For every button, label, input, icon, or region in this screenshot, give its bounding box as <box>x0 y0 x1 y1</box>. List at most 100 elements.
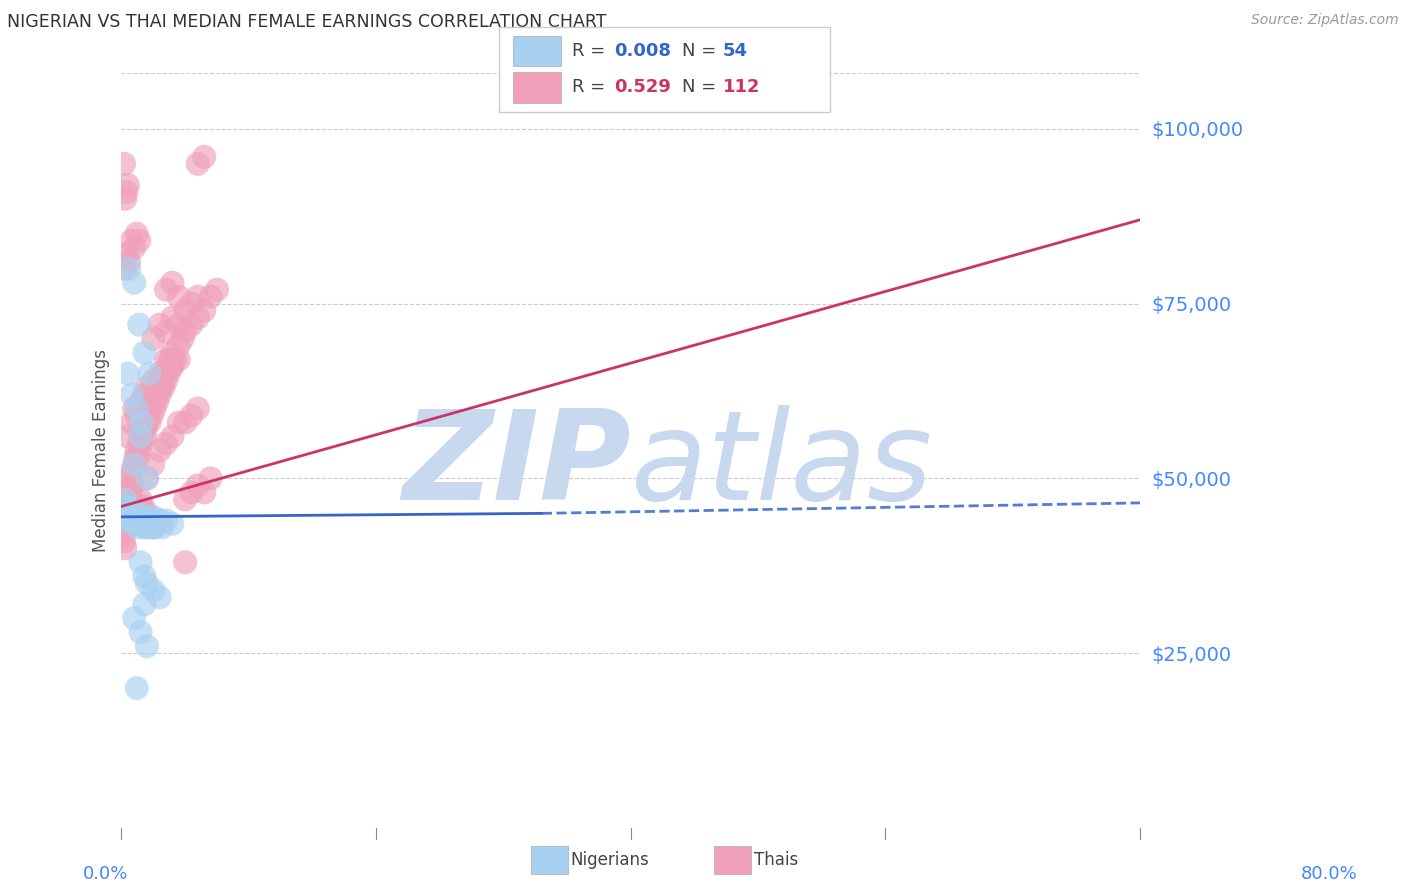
Point <box>149 387 172 401</box>
Text: R =: R = <box>572 78 612 96</box>
Point <box>134 520 156 534</box>
Point <box>134 429 156 443</box>
Point <box>115 248 138 262</box>
Point <box>120 507 142 521</box>
Point <box>121 503 143 517</box>
Point <box>155 513 177 527</box>
Point <box>132 500 155 514</box>
Point <box>117 367 139 381</box>
Point <box>112 261 135 276</box>
Point <box>122 516 145 531</box>
Point <box>145 387 167 401</box>
Point <box>136 409 159 423</box>
Point <box>187 310 209 325</box>
Point <box>160 359 183 374</box>
Point <box>135 507 157 521</box>
Point <box>115 500 138 514</box>
Point <box>149 380 172 394</box>
Point <box>127 450 149 465</box>
Point <box>142 509 165 524</box>
Point <box>131 516 153 531</box>
Text: 112: 112 <box>723 78 761 96</box>
Point <box>117 471 139 485</box>
Point <box>141 520 163 534</box>
Point <box>138 367 160 381</box>
Point <box>122 513 145 527</box>
Point <box>139 401 162 416</box>
Point <box>135 509 157 524</box>
Point <box>139 513 162 527</box>
Point <box>135 520 157 534</box>
Point <box>129 492 152 507</box>
Point <box>122 611 145 625</box>
Point <box>142 374 165 388</box>
Point <box>132 513 155 527</box>
Text: 0.0%: 0.0% <box>83 865 128 883</box>
Point <box>117 429 139 443</box>
Point <box>149 513 172 527</box>
Point <box>111 527 134 541</box>
Point <box>187 157 209 171</box>
Point <box>180 409 202 423</box>
Point <box>135 471 157 485</box>
Point <box>187 401 209 416</box>
Point <box>125 409 148 423</box>
Point <box>122 458 145 472</box>
Point <box>129 513 152 527</box>
Point <box>131 436 153 450</box>
Point <box>142 332 165 346</box>
Point <box>117 178 139 192</box>
Point <box>129 429 152 443</box>
Point <box>135 380 157 394</box>
Point <box>155 374 177 388</box>
Text: Source: ZipAtlas.com: Source: ZipAtlas.com <box>1251 13 1399 28</box>
Point <box>180 296 202 310</box>
Point <box>135 416 157 430</box>
Point <box>111 513 134 527</box>
Point <box>124 450 146 465</box>
Text: 54: 54 <box>723 42 748 60</box>
Text: 0.529: 0.529 <box>614 78 671 96</box>
Point <box>122 513 145 527</box>
Text: Nigerians: Nigerians <box>571 851 650 869</box>
Point <box>167 352 190 367</box>
Point <box>180 318 202 332</box>
Point <box>118 261 141 276</box>
Point <box>115 500 138 514</box>
Point <box>174 416 197 430</box>
Point <box>131 416 153 430</box>
Point <box>134 569 156 583</box>
Point <box>172 332 194 346</box>
Point <box>150 374 173 388</box>
Point <box>138 516 160 531</box>
Point <box>146 394 169 409</box>
Point <box>112 534 135 549</box>
Point <box>128 234 150 248</box>
Point <box>167 338 190 352</box>
Point <box>114 192 136 206</box>
Point <box>142 458 165 472</box>
Text: 80.0%: 80.0% <box>1301 865 1357 883</box>
Point <box>187 290 209 304</box>
Point <box>128 436 150 450</box>
Point <box>129 625 152 640</box>
Point <box>187 478 209 492</box>
Point <box>138 416 160 430</box>
Point <box>155 352 177 367</box>
Point <box>135 639 157 653</box>
Point <box>155 325 177 339</box>
Point <box>136 513 159 527</box>
Point <box>142 583 165 598</box>
Point <box>120 485 142 500</box>
Point <box>114 492 136 507</box>
Point <box>134 387 156 401</box>
Point <box>148 380 170 394</box>
Point <box>162 345 184 359</box>
Point <box>122 458 145 472</box>
Point <box>193 485 215 500</box>
Point <box>200 290 222 304</box>
Point <box>157 367 180 381</box>
Point <box>149 591 172 605</box>
Point <box>142 394 165 409</box>
Point <box>117 520 139 534</box>
